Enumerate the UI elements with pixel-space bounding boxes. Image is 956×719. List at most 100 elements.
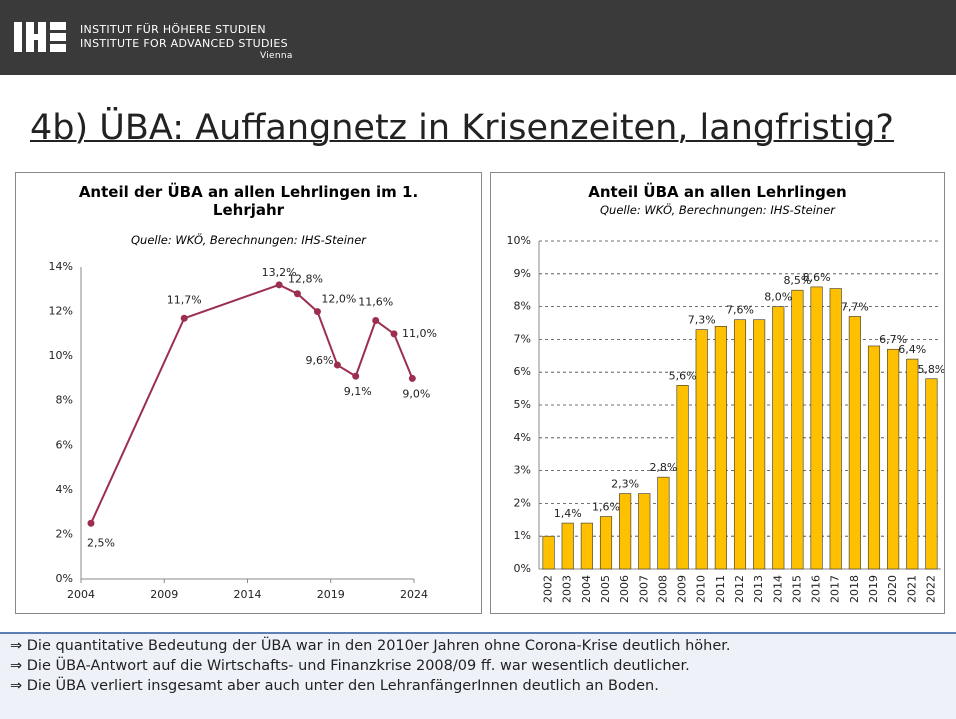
data-label: 1,6% (592, 501, 620, 514)
x-tick-label: 2024 (400, 588, 428, 601)
y-tick-label: 3% (514, 464, 531, 477)
y-tick-label: 2% (56, 527, 73, 540)
data-label: 5,8% (917, 363, 944, 376)
header-line: INSTITUTE FOR ADVANCED STUDIES (80, 37, 288, 50)
x-tick-label: 2010 (695, 575, 708, 603)
y-tick-label: 6% (514, 365, 531, 378)
x-tick-label: 2007 (637, 575, 650, 603)
x-tick-label: 2008 (656, 575, 669, 603)
marker (275, 281, 283, 289)
marker (333, 361, 341, 369)
x-tick-label: 2014 (771, 575, 784, 603)
x-tick-label: 2003 (561, 575, 574, 603)
header-line: Vienna (260, 51, 293, 61)
x-tick-label: 2022 (924, 575, 937, 603)
data-label: 11,0% (402, 327, 437, 340)
chart-title: Anteil ÜBA an allen Lehrlingen (588, 183, 847, 201)
y-tick-label: 10% (507, 234, 531, 247)
y-tick-label: 6% (56, 438, 73, 451)
chart-subtitle: Quelle: WKÖ, Berechnungen: IHS-Steiner (130, 233, 366, 247)
data-label: 13,2% (262, 266, 297, 279)
chart: 0% 2% 4% 6% 8% 10% 12% 14% 2004 2009 2014 2019 2024 2… (49, 260, 437, 601)
x-tick-label: 2016 (810, 575, 823, 603)
logo (14, 22, 66, 52)
bar (867, 345, 881, 570)
y-tick-label: 8% (514, 300, 531, 313)
data-label: 9,0% (402, 387, 430, 400)
bar (676, 385, 689, 570)
data-label: 11,7% (167, 293, 202, 306)
data-label: 11,6% (358, 295, 393, 308)
data-label: 8,0% (764, 291, 792, 304)
bullet: ⇒ Die ÜBA verliert insgesamt aber auch u… (10, 678, 659, 694)
x-tick-label: 2015 (790, 575, 803, 603)
data-label: 6,4% (898, 343, 926, 356)
bullet-list: ⇒ Die quantitative Bedeutung der ÜBA war… (0, 632, 956, 719)
bar (906, 358, 919, 570)
data-label: 9,1% (344, 385, 372, 398)
x-tick-label: 2011 (714, 575, 727, 603)
bar (714, 325, 727, 570)
y-tick-label: 4% (56, 483, 73, 496)
data-label: 8,6% (803, 271, 831, 284)
data-label: 9,6% (305, 354, 333, 367)
y-tick-label: 5% (514, 398, 531, 411)
marker (313, 308, 321, 316)
x-tick-label: 2013 (752, 575, 765, 603)
marker (180, 314, 188, 322)
x-tick-label: 2004 (580, 575, 593, 603)
y-tick-label: 12% (49, 305, 73, 318)
marker (293, 290, 301, 298)
y-tick-label: 2% (514, 496, 531, 509)
data-label: 1,4% (554, 507, 582, 520)
slide-title: 4b) ÜBA: Auffangnetz in Krisenzeiten, la… (30, 108, 895, 148)
x-tick-label: 2006 (618, 575, 631, 603)
bar (542, 535, 555, 570)
marker (352, 372, 360, 380)
data-label: 7,6% (726, 304, 754, 317)
bar (829, 288, 842, 570)
data-label: 12,8% (288, 273, 323, 286)
x-tick-label: 2020 (886, 575, 899, 603)
bar (580, 522, 593, 570)
header-line: INSTITUT FÜR HÖHERE STUDIEN (80, 23, 266, 36)
marker (87, 519, 95, 527)
bar (925, 378, 938, 570)
y-tick-label: 8% (56, 394, 73, 407)
bar (638, 493, 651, 570)
bar (657, 476, 670, 570)
bullet: ⇒ Die ÜBA-Antwort auf die Wirtschafts- u… (10, 658, 690, 674)
bar (887, 348, 900, 570)
bar (561, 522, 574, 570)
x-tick-label: 2021 (905, 575, 918, 603)
data-label: 2,5% (87, 536, 115, 549)
marker (390, 330, 398, 338)
y-tick-label: 14% (49, 260, 73, 273)
data-label: 6,7% (879, 333, 907, 346)
x-tick-label: 2005 (599, 575, 612, 603)
line (90, 283, 414, 524)
chart-subtitle: Quelle: WKÖ, Berechnungen: IHS-Steiner (599, 203, 835, 217)
data-label: 5,6% (669, 369, 697, 382)
chart: 0% 1% 2% 3% 4% 5% 6% 7% 8% 9% 10% 2002 2003 1,4% 2004 2… (507, 234, 944, 603)
bar (791, 289, 804, 570)
x-tick-label: 2014 (234, 588, 262, 601)
y-tick-label: 0% (514, 562, 531, 575)
data-label: 8,5% (783, 274, 811, 287)
bar (619, 493, 632, 570)
data-label: 12,0% (321, 293, 356, 306)
x-tick-label: 2012 (733, 575, 746, 603)
data-label: 2,8% (649, 461, 677, 474)
bar (695, 329, 708, 570)
chart-title: Anteil der ÜBA an allen Lehrlingen im 1.… (78, 183, 419, 219)
y-tick-label: 7% (514, 332, 531, 345)
bar (848, 316, 861, 570)
x-tick-label: 2002 (542, 575, 555, 603)
bar (772, 306, 785, 570)
header: INSTITUT FÜR HÖHERE STUDIEN INSTITUTE FO… (0, 0, 956, 75)
y-tick-label: 4% (514, 431, 531, 444)
x-tick-label: 2019 (317, 588, 345, 601)
y-tick-label: 0% (56, 572, 73, 585)
x-tick-label: 2009 (676, 575, 689, 603)
bar (810, 286, 823, 570)
